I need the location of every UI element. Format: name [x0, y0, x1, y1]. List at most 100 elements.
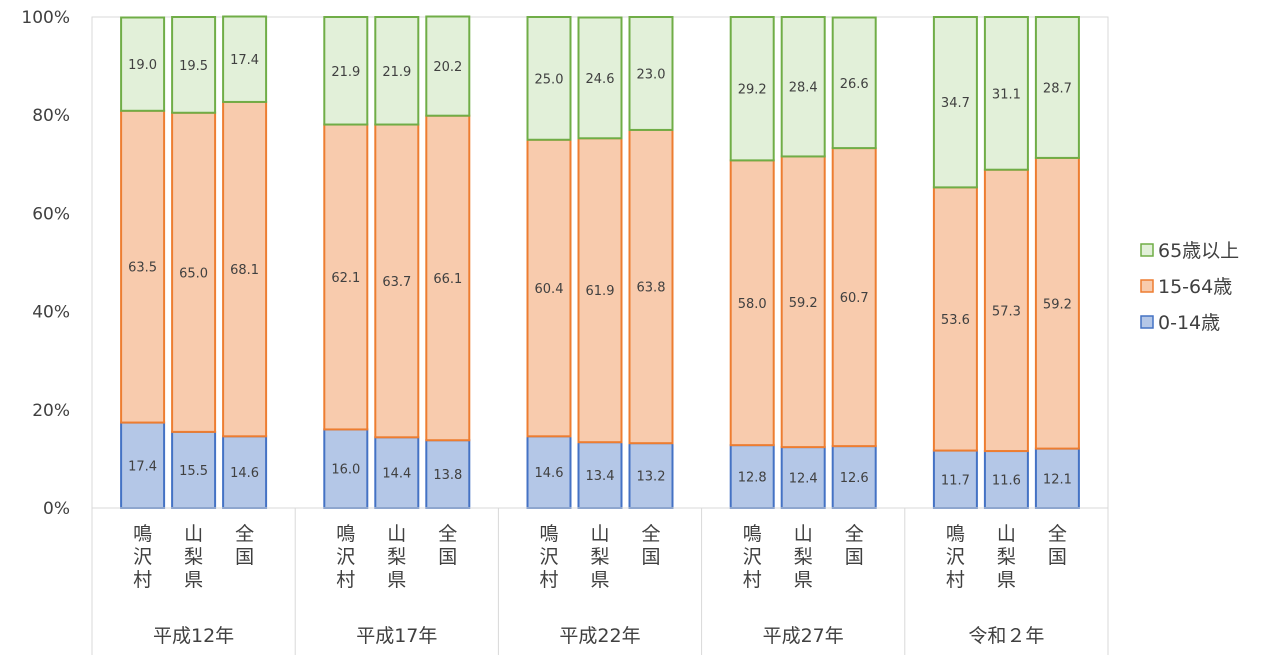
data-label: 12.8 — [738, 471, 767, 486]
category-label: 県 — [590, 569, 609, 591]
bar-segment — [729, 16, 775, 162]
data-label: 19.5 — [179, 59, 208, 74]
category-label: 県 — [997, 569, 1016, 591]
category-label: 沢 — [743, 546, 762, 568]
bar-segment — [222, 100, 268, 438]
bar-segment — [374, 123, 420, 439]
bar-segment — [780, 446, 826, 509]
data-label: 19.0 — [128, 58, 157, 73]
data-label: 11.7 — [941, 473, 970, 488]
category-label: 村 — [336, 569, 355, 591]
group-label: 平成12年 — [153, 625, 234, 647]
category-label: 鳴 — [946, 523, 965, 545]
category-label: 梨 — [590, 546, 609, 568]
data-label: 65.0 — [179, 266, 208, 281]
data-label: 14.6 — [535, 466, 564, 481]
category-label: 県 — [794, 569, 813, 591]
bar-segment — [628, 16, 674, 131]
group-label: 平成27年 — [763, 625, 844, 647]
category-label: 鳴 — [336, 523, 355, 545]
category-label: 全 — [235, 523, 254, 545]
data-label: 25.0 — [535, 72, 564, 87]
category-label: 国 — [438, 546, 457, 568]
bar-segment — [425, 15, 471, 117]
data-label: 17.4 — [230, 53, 259, 68]
data-label: 15.5 — [179, 464, 208, 479]
bar-segment — [983, 16, 1029, 171]
data-label: 68.1 — [230, 263, 259, 278]
category-label: 村 — [743, 569, 762, 591]
category-label: 村 — [946, 569, 965, 591]
data-label: 21.9 — [331, 65, 360, 80]
category-label: 鳴 — [539, 523, 558, 545]
category-label: 鳴 — [133, 523, 152, 545]
bar-segment — [932, 16, 978, 189]
bar-segment — [171, 16, 217, 114]
category-label: 梨 — [794, 546, 813, 568]
data-label: 13.2 — [637, 470, 666, 485]
legend-swatch — [1140, 315, 1154, 329]
category-label: 山 — [387, 523, 406, 545]
category-label: 国 — [235, 546, 254, 568]
category-label: 国 — [1048, 546, 1067, 568]
data-label: 60.4 — [535, 282, 564, 297]
data-label: 61.9 — [586, 284, 615, 299]
category-label: 山 — [184, 523, 203, 545]
bar-segment — [983, 168, 1029, 453]
category-label: 県 — [184, 569, 203, 591]
bar-segment — [120, 109, 166, 424]
legend-label: 65歳以上 — [1158, 240, 1239, 262]
category-label: 沢 — [336, 546, 355, 568]
data-label: 34.7 — [941, 96, 970, 111]
data-label: 53.6 — [941, 313, 970, 328]
y-tick-label: 0% — [43, 499, 70, 519]
bar-segment — [222, 435, 268, 509]
category-label: 沢 — [539, 546, 558, 568]
data-label: 66.1 — [433, 272, 462, 287]
bar-segment — [1034, 156, 1080, 450]
data-label: 23.0 — [637, 67, 666, 82]
data-label: 63.8 — [637, 281, 666, 296]
data-label: 29.2 — [738, 83, 767, 98]
legend-label: 0-14歳 — [1158, 312, 1220, 334]
data-label: 59.2 — [1043, 297, 1072, 312]
bar-segment — [526, 16, 572, 141]
bars: 17.4 63.5 19.0 15.5 65.0 19.5 14.6 68.1 17.4 16.0… — [120, 15, 1080, 510]
category-label: 鳴 — [743, 523, 762, 545]
category-label: 国 — [845, 546, 864, 568]
data-label: 14.6 — [230, 466, 259, 481]
category-label: 村 — [539, 569, 558, 591]
data-label: 12.6 — [840, 471, 869, 486]
bar-segment — [374, 16, 420, 126]
data-label: 63.7 — [382, 275, 411, 290]
category-label: 全 — [845, 523, 864, 545]
bar-segment — [780, 155, 826, 449]
group-label: 平成22年 — [559, 625, 640, 647]
category-label: 村 — [133, 569, 152, 591]
category-label: 沢 — [133, 546, 152, 568]
data-label: 57.3 — [992, 304, 1021, 319]
bar-segment — [323, 16, 369, 126]
bar-segment — [1034, 16, 1080, 159]
y-tick-label: 60% — [32, 204, 70, 224]
bar-segment — [171, 111, 217, 433]
category-label: 梨 — [387, 546, 406, 568]
category-label: 全 — [1048, 523, 1067, 545]
data-label: 13.4 — [586, 469, 615, 484]
bar-segment — [577, 16, 623, 140]
category-label: 県 — [387, 569, 406, 591]
data-label: 59.2 — [789, 296, 818, 311]
data-label: 13.8 — [433, 468, 462, 483]
data-label: 14.4 — [382, 467, 411, 482]
category-label: 沢 — [946, 546, 965, 568]
bar-segment — [222, 15, 268, 103]
data-label: 12.4 — [789, 472, 818, 487]
data-label: 28.7 — [1043, 81, 1072, 96]
group-label: 令和２年 — [968, 625, 1044, 647]
data-label: 24.6 — [586, 72, 615, 87]
category-label: 国 — [641, 546, 660, 568]
bar-segment — [780, 16, 826, 158]
